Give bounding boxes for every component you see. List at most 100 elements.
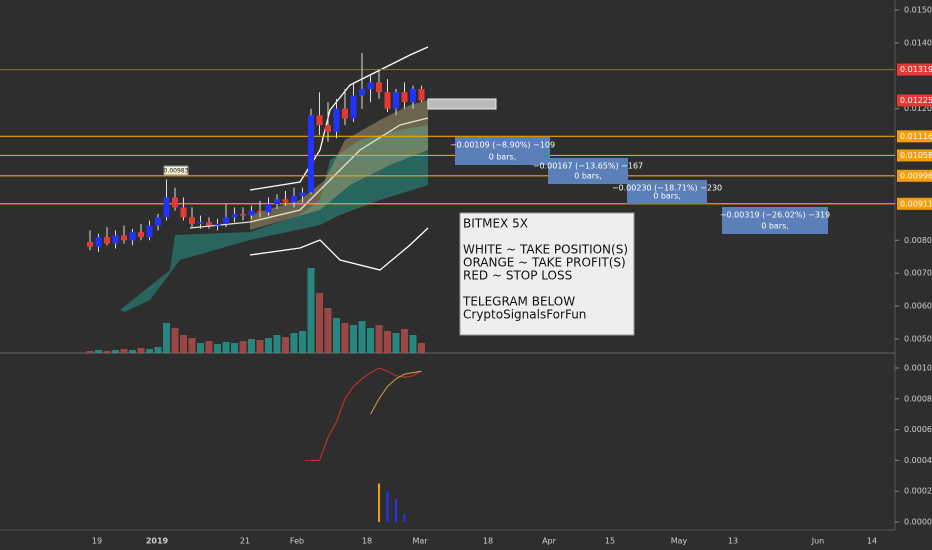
x-tick-label: 14 [867, 537, 877, 546]
indicator-line [311, 367, 422, 461]
candle-body [129, 232, 136, 241]
y2-tick-label: 0.0008 [904, 394, 932, 403]
hist-bar [395, 498, 397, 522]
placeholder-box [427, 98, 497, 110]
volume-bar [205, 341, 213, 353]
candle-body [223, 217, 229, 224]
volume-bar [290, 333, 298, 353]
volume-bar [129, 350, 136, 353]
candle-body [231, 213, 238, 218]
volume-bar [163, 323, 170, 353]
volume-bar [384, 331, 391, 353]
volume-bar [282, 337, 289, 353]
volume-bar [273, 335, 281, 353]
projection-line1: −0.00167 (−13.65%) −167 [533, 162, 643, 171]
candle-body [393, 92, 399, 109]
x-tick-label: Feb [290, 537, 304, 546]
flag-label: 0.00983 [164, 168, 189, 175]
note-line: TELEGRAM BELOW [462, 295, 575, 309]
projection-line1: −0.00109 (−8.90%) −109 [450, 141, 555, 150]
price-tag-label: 0.01116 [900, 132, 932, 141]
candle-body [121, 235, 127, 241]
mid-band [189, 117, 429, 229]
x-tick-label: Jun [811, 537, 825, 546]
volume-bar [146, 349, 153, 353]
projection-line2: 0 bars, [761, 222, 789, 231]
candle-body [410, 88, 416, 103]
signal-line [370, 370, 422, 415]
y2-tick-label: 0.0002 [904, 487, 932, 496]
volume-bar [341, 323, 349, 353]
candle-body [214, 223, 221, 226]
volume-bar [180, 335, 187, 353]
volume-bar [265, 338, 272, 353]
candle-body [257, 210, 263, 213]
y2-tick-label: 0.0004 [904, 456, 932, 465]
price-tag [897, 149, 932, 162]
candle-body [240, 213, 246, 216]
candle-body [367, 82, 374, 89]
projection-line2: 0 bars, [489, 153, 517, 162]
y2-tick-label: 0.0000 [904, 518, 932, 527]
volume-bar [231, 343, 238, 353]
candle-body [282, 199, 289, 203]
note-line: ORANGE ~ TAKE PROFIT(S) [463, 256, 626, 270]
price-tag-label: 0.01319 [900, 65, 932, 74]
volume-bar [103, 351, 111, 353]
price-tag-label: 0.00996 [900, 171, 932, 180]
candle-body [104, 237, 110, 244]
candle-body [138, 232, 144, 238]
projection-line2: 0 bars, [574, 172, 602, 181]
candle-body [274, 199, 280, 205]
note-line: RED ~ STOP LOSS [463, 269, 572, 283]
note-box [459, 212, 635, 336]
price-tag [897, 169, 932, 182]
price-tag [897, 197, 932, 210]
price-tag [897, 130, 932, 143]
volume-bar [418, 343, 425, 353]
candle-body [299, 192, 306, 196]
volume-bar [154, 347, 162, 353]
x-tick-label: 18 [362, 537, 372, 546]
volume-bar [316, 293, 323, 353]
volume-bar [248, 339, 255, 353]
volume-bar [256, 340, 264, 353]
volume-bar [375, 325, 383, 353]
lower-band [249, 227, 429, 271]
hist-bar [378, 483, 380, 522]
candle-body [384, 92, 391, 109]
volume-bar [367, 328, 374, 353]
volume-bar [307, 268, 315, 353]
x-tick-label: 2019 [146, 537, 169, 546]
candle-body [146, 225, 153, 238]
volume-bar [350, 325, 357, 353]
x-tick-label: 13 [728, 537, 738, 546]
volume-bar [95, 350, 102, 353]
volume-bar [409, 335, 417, 353]
volume-bar [392, 333, 400, 353]
hist-bar [403, 514, 406, 522]
candle-body [418, 88, 425, 101]
price-tag-label: 0.00911 [900, 199, 932, 208]
volume-bar [299, 331, 306, 353]
candle-body [325, 125, 331, 132]
volume-bar [222, 342, 230, 353]
price-tag [897, 63, 932, 76]
volume-bar [333, 318, 340, 353]
y2-tick-label: 0.0006 [904, 425, 932, 434]
candle-body [316, 115, 323, 126]
x-tick-label: 18 [483, 537, 493, 546]
volume-bar [239, 341, 247, 353]
candle-body [248, 210, 255, 216]
cloud [250, 100, 428, 230]
volume-bar [324, 308, 332, 353]
candle-body [342, 108, 348, 119]
candle-body [401, 92, 408, 103]
volume-bar [171, 328, 179, 353]
hist-bar [386, 491, 389, 522]
